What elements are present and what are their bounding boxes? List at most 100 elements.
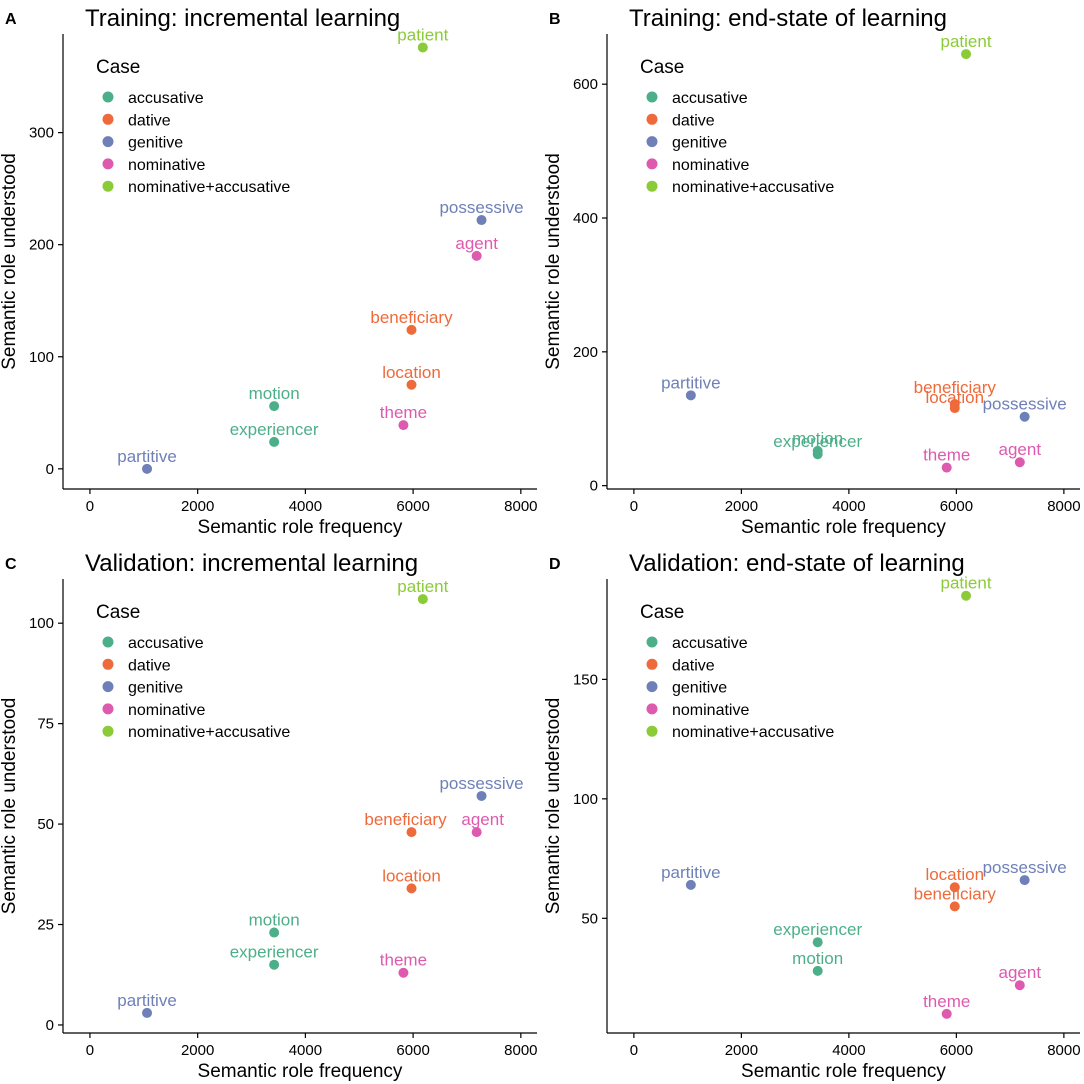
legend-key-nominative: [646, 158, 658, 170]
data-point-patient: [961, 590, 972, 601]
panel-d: D Validation: end-state of learning 0 2000 4…: [543, 550, 1081, 1082]
y-tick-label: 200: [29, 237, 54, 254]
legend-label: dative: [672, 657, 715, 674]
legend-label: accusative: [128, 635, 204, 652]
data-point-beneficiary: [949, 901, 960, 912]
x-tick-label: 6000: [940, 498, 973, 515]
data-point-patient: [417, 42, 428, 53]
data-point-experiencer: [812, 937, 823, 948]
data-point-theme: [398, 967, 409, 978]
data-point-experiencer: [812, 449, 823, 460]
data-point-motion: [269, 401, 280, 412]
data-point-possessive: [476, 790, 487, 801]
legend-key-genitive: [102, 681, 114, 693]
data-point-possessive: [476, 215, 487, 226]
data-point-motion: [812, 965, 823, 976]
x-axis-title: Semantic role frequency: [198, 517, 403, 538]
data-label-patient: patient: [941, 574, 992, 593]
data-label-possessive: possessive: [983, 395, 1067, 414]
data-label-location: location: [925, 388, 984, 407]
data-label-location: location: [925, 865, 984, 884]
panel-title: Validation: incremental learning: [85, 550, 418, 577]
data-label-beneficiary: beneficiary: [370, 308, 453, 327]
data-point-agent: [471, 250, 482, 261]
legend-label: nominative: [128, 157, 205, 174]
x-tick-label: 6000: [396, 498, 429, 515]
legend-key-nominative-accusative: [646, 725, 658, 737]
legend-label: dative: [128, 112, 171, 129]
panel-tag: C: [5, 556, 17, 573]
legend-title: Case: [96, 602, 140, 623]
y-tick-label: 150: [573, 671, 598, 688]
data-point-location: [406, 379, 417, 390]
data-label-location: location: [382, 363, 441, 382]
data-label-agent: agent: [461, 810, 504, 829]
legend-key-genitive: [646, 681, 658, 693]
data-point-patient: [961, 49, 972, 60]
y-tick-label: 100: [29, 349, 54, 366]
legend-key-dative: [102, 658, 114, 670]
data-point-patient: [417, 594, 428, 605]
x-tick-label: 6000: [940, 1042, 973, 1059]
legend-label: nominative+accusative: [128, 179, 290, 196]
data-label-patient: patient: [397, 25, 448, 44]
legend: Case accusative dative genitive nominative no…: [640, 57, 834, 196]
legend-key-nominative-accusative: [102, 725, 114, 737]
legend-label: nominative: [672, 157, 749, 174]
legend-label: dative: [128, 657, 171, 674]
y-axis-title: Semantic role understood: [0, 698, 20, 915]
legend-label: nominative+accusative: [128, 724, 290, 741]
data-point-agent: [471, 827, 482, 838]
legend-title: Case: [96, 57, 140, 78]
data-point-possessive: [1019, 411, 1030, 422]
data-point-location: [949, 403, 960, 414]
legend-key-genitive: [646, 136, 658, 148]
x-axis-title: Semantic role frequency: [198, 1061, 403, 1082]
data-label-theme: theme: [923, 992, 970, 1011]
y-axis-title: Semantic role understood: [543, 698, 564, 915]
data-label-experiencer: experiencer: [230, 420, 319, 439]
legend: Case accusative dative genitive nominative no…: [96, 602, 290, 741]
data-label-patient: patient: [941, 32, 992, 51]
legend-label: accusative: [128, 90, 204, 107]
legend-label: genitive: [672, 135, 727, 152]
data-label-experiencer: experiencer: [773, 432, 862, 451]
data-label-experiencer: experiencer: [773, 920, 862, 939]
data-label-possessive: possessive: [983, 858, 1067, 877]
legend-key-accusative: [646, 636, 658, 648]
data-label-motion: motion: [792, 949, 843, 968]
y-tick-label: 300: [29, 125, 54, 142]
data-label-theme: theme: [923, 446, 970, 465]
legend-label: nominative+accusative: [672, 724, 834, 741]
legend-label: genitive: [672, 680, 727, 697]
legend-key-accusative: [102, 636, 114, 648]
x-tick-label: 2000: [725, 1042, 758, 1059]
legend-label: genitive: [128, 680, 183, 697]
x-tick-label: 0: [86, 1042, 94, 1059]
x-axis-title: Semantic role frequency: [741, 1061, 946, 1082]
data-point-location: [406, 883, 417, 894]
panel-tag: D: [549, 556, 561, 573]
y-tick-label: 50: [37, 816, 54, 833]
panel-c: C Validation: incremental learning 0 2000 40…: [0, 550, 538, 1082]
y-tick-label: 600: [573, 76, 598, 93]
legend-key-dative: [102, 113, 114, 125]
y-tick-label: 100: [29, 615, 54, 632]
panel-tag: A: [5, 11, 17, 28]
legend: Case accusative dative genitive nominative no…: [96, 57, 290, 196]
x-tick-label: 0: [86, 498, 94, 515]
data-point-theme: [941, 1008, 952, 1019]
legend-key-accusative: [102, 91, 114, 103]
data-point-partitive: [142, 1007, 153, 1018]
legend-label: accusative: [672, 90, 748, 107]
data-point-beneficiary: [406, 827, 417, 838]
x-axis-title: Semantic role frequency: [741, 517, 946, 538]
y-tick-label: 200: [573, 344, 598, 361]
data-point-partitive: [142, 463, 153, 474]
data-label-location: location: [382, 866, 441, 885]
x-tick-label: 4000: [289, 498, 322, 515]
legend-label: nominative: [672, 702, 749, 719]
data-label-motion: motion: [249, 911, 300, 930]
data-label-possessive: possessive: [439, 198, 523, 217]
